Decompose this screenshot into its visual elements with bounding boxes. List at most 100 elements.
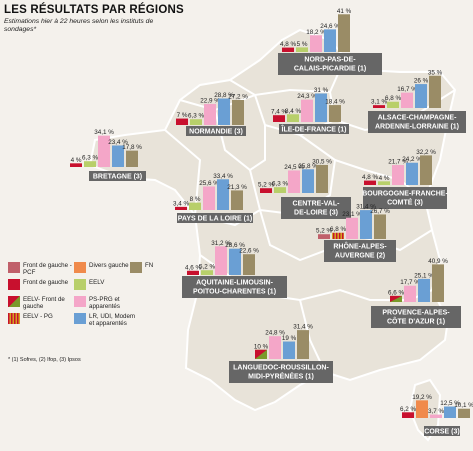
region-name: LANGUEDOC-ROUSSILLON- xyxy=(233,365,329,372)
bar-value-label: 24,6 % xyxy=(320,23,340,30)
bar-divers_gauche xyxy=(416,400,428,418)
bar-value-label: 25,6 % xyxy=(199,180,219,187)
bar-value-label: 24,8 % xyxy=(265,330,285,337)
bar-value-label: 4,6 % xyxy=(185,264,202,271)
bar-ps_prg xyxy=(203,186,215,210)
legend-label-eelv: EELV xyxy=(89,279,105,286)
bar-eelv xyxy=(189,202,201,210)
bar-eelv xyxy=(287,114,299,122)
bar-eelv-fdg-split xyxy=(255,349,267,359)
region-label-bg xyxy=(182,276,287,298)
bar-ps_prg xyxy=(215,246,227,275)
bar-value-label: 16,7 % xyxy=(397,86,417,93)
region-name: ARDENNE-LORRAINE (1) xyxy=(375,124,459,131)
bar-ps_prg xyxy=(430,414,442,418)
region-name: RHÔNE-ALPES- xyxy=(333,242,387,251)
bar-ps_prg xyxy=(301,99,313,122)
bar-value-label: 3,1 % xyxy=(371,99,388,106)
bar-value-label: 8 % xyxy=(190,196,201,203)
legend-swatch-eelv_pg xyxy=(8,313,20,324)
bar-value-label: 4,8 % xyxy=(362,174,379,181)
page-title: LES RÉSULTATS PAR RÉGIONS xyxy=(4,4,184,16)
bar-lr_udi_modem xyxy=(302,169,314,193)
legend-label-eelv_fdg: EELV- Front de gauche xyxy=(23,296,65,310)
bar-eelv xyxy=(274,187,286,193)
bar-value-label: 32,2 % xyxy=(416,149,436,156)
bar-ps_prg xyxy=(401,92,413,108)
legend-label-ps_prg: PS-PRG et apparentés xyxy=(89,296,120,310)
region-name: CENTRE-VAL- xyxy=(293,201,341,208)
bar-value-label: 35 % xyxy=(428,69,443,76)
bar-lr_udi_modem xyxy=(415,84,427,108)
legend-label-fg_pcf: Front de gauche - PCF xyxy=(23,262,72,276)
bar-fn xyxy=(329,105,341,122)
bar-value-label: 22,6 % xyxy=(239,248,259,255)
legend-swatch-eelv_fdg xyxy=(8,296,20,307)
region-name: ÎLE-DE-FRANCE (1) xyxy=(281,125,347,134)
bar-value-label: 8,4 % xyxy=(285,108,302,115)
bar-lr_udi_modem xyxy=(283,341,295,359)
region-group: 4,8 % 4 % 21,7 %24,2 %32,2 % BOURGOGNE-FRAN… xyxy=(362,149,448,209)
bar-fn xyxy=(432,264,444,302)
bar-value-label: 40,9 % xyxy=(428,258,448,265)
bar-value-label: 6,3 % xyxy=(272,181,289,188)
header: LES RÉSULTATS PAR RÉGIONS Estimations hi… xyxy=(4,4,244,34)
bar-value-label: 31,4 % xyxy=(293,324,313,331)
region-group: 5,2 %6,8 % 23,1 %31,4 %26,7 % RHÔNE-ALPES-… xyxy=(316,204,396,262)
bar-fg_pcf xyxy=(318,234,330,239)
bar-value-label: 6,6 % xyxy=(388,289,405,296)
bar-eelv xyxy=(201,270,213,275)
region-label-bg xyxy=(324,240,396,262)
bar-fdg xyxy=(176,118,188,125)
bar-eelv xyxy=(84,161,96,167)
bar-ps_prg xyxy=(269,336,281,359)
region-group: 4 % 6,3 % 34,1 % 23,4 %17,8 % BRETAGNE (3) xyxy=(70,129,146,181)
bar-value-label: 6,8 % xyxy=(385,95,402,102)
region-name: PAYS DE LA LOIRE (1) xyxy=(178,216,252,223)
bar-lr_udi_modem xyxy=(360,210,372,239)
region-name: AUVERGNE (2) xyxy=(335,253,385,260)
legend-label-lr_udi_modem: LR, UDI, Modem et apparentés xyxy=(89,313,136,327)
region-label-bg xyxy=(371,306,461,328)
bar-value-label: 22,9 % xyxy=(200,97,220,104)
bar-fn xyxy=(420,155,432,185)
bar-eelv_pg xyxy=(332,232,344,239)
bar-fdg xyxy=(402,412,414,418)
bar-fdg xyxy=(373,105,385,108)
bar-lr_udi_modem xyxy=(315,93,327,122)
bar-lr_udi_modem xyxy=(406,162,418,185)
bar-fdg xyxy=(273,115,285,122)
bar-ps_prg xyxy=(204,103,216,125)
bar-value-label: 4 % xyxy=(379,175,390,182)
region-name: POITOU-CHARENTES (1) xyxy=(193,289,276,296)
bar-fn xyxy=(243,254,255,275)
bar-fdg xyxy=(282,47,294,52)
region-group: 6,2 % 19,2 % 3,7 %12,5 %10,1 % CORSE (3) xyxy=(400,394,473,436)
bar-value-label: 19,2 % xyxy=(412,394,432,401)
bar-value-label: 26,7 % xyxy=(370,208,390,215)
bar-fn xyxy=(338,14,350,53)
bar-fn xyxy=(297,330,309,359)
bar-value-label: 28,8 % xyxy=(214,92,234,99)
bar-value-label: 7 % xyxy=(177,112,188,119)
region-group: 4,8 % 5 % 18,2 %24,6 % 41 % NORD-PAS-DE- CALA… xyxy=(278,8,382,75)
region-group: 7 % 6,3 % 22,9 %28,8 %27,2 % NORMANDIE (3) xyxy=(176,92,248,136)
bar-value-label: 24,2 % xyxy=(402,156,422,163)
bar-value-label: 23,1 % xyxy=(342,211,362,218)
region-label-bg xyxy=(186,126,246,136)
bar-value-label: 19 % xyxy=(282,335,297,342)
bar-ps_prg xyxy=(404,285,416,302)
bar-value-label: 6,3 % xyxy=(188,113,205,120)
bar-ps_prg xyxy=(392,165,404,185)
region-label-bg xyxy=(278,53,382,75)
region-name: ALSACE-CHAMPAGNE- xyxy=(378,115,457,122)
bar-eelv xyxy=(378,181,390,185)
bar-lr_udi_modem xyxy=(112,145,124,167)
bar-value-label: 10,1 % xyxy=(454,402,473,409)
region-group: 3,4 %8 % 25,6 %33,4 % 21,3 % PAYS DE LA LOI… xyxy=(173,173,253,223)
bar-value-label: 24,5 % xyxy=(284,164,304,171)
legend-swatch-ps_prg xyxy=(74,296,86,307)
bar-value-label: 23,4 % xyxy=(108,139,128,146)
region-group: 4,6 %5,2 % 31,2 %28,6 %22,6 % AQUITAINE-LI… xyxy=(182,240,287,298)
